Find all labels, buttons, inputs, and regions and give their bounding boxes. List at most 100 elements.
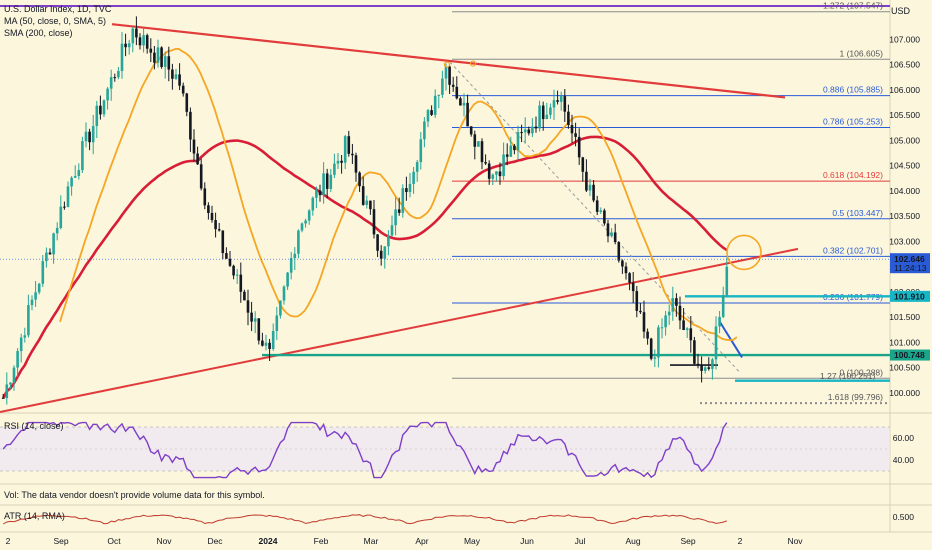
candle-body — [379, 250, 383, 259]
candle-body — [340, 160, 343, 163]
fib-level-label: 0.5 (103.447) — [832, 208, 883, 218]
candle-body — [5, 384, 9, 399]
x-tick-label: Oct — [107, 536, 121, 546]
candle-body — [138, 37, 142, 46]
candle-body — [592, 184, 595, 201]
y-tick-label: 103.500 — [889, 211, 920, 221]
candle-body — [354, 155, 358, 173]
candle-body — [19, 337, 23, 352]
candle-body — [246, 300, 250, 313]
legend-volume-note: Vol: The data vendor doesn't provide vol… — [4, 490, 265, 500]
candle-body — [12, 367, 16, 383]
candle-body — [696, 363, 700, 365]
candle-body — [117, 70, 120, 78]
candle-body — [693, 340, 696, 364]
candle-body — [329, 174, 333, 189]
candle-body — [621, 260, 624, 267]
candle-body — [667, 311, 671, 316]
pivot-marker — [443, 61, 451, 68]
candle-body — [48, 252, 52, 255]
candle-body — [397, 209, 401, 213]
legend-sma200: SMA (200, close) — [4, 28, 73, 38]
fib-level-label: 0.618 (104.192) — [823, 170, 883, 180]
candle-body — [613, 232, 617, 243]
candle-body — [387, 235, 390, 247]
candle-body — [145, 35, 149, 49]
candle-body — [588, 184, 592, 191]
currency-label: USD — [890, 6, 910, 16]
candle-body — [210, 212, 214, 221]
x-tick-label: 2 — [738, 536, 743, 546]
candle-body — [228, 258, 232, 266]
candle-body — [207, 205, 210, 213]
candle-body — [718, 316, 721, 327]
y-tick-label: 100.000 — [889, 388, 920, 398]
price-label-text: 101.910 — [894, 291, 925, 301]
y-tick-label: 106.500 — [889, 60, 920, 70]
candle-body — [282, 286, 286, 301]
candle-body — [156, 47, 160, 63]
candle-body — [505, 154, 509, 157]
candle-body — [297, 230, 300, 254]
price-label-box — [890, 349, 930, 361]
candle-body — [563, 96, 567, 112]
candle-body — [318, 190, 322, 196]
candle-body — [307, 210, 311, 221]
price-label-text: 102.646 — [894, 254, 925, 264]
candle-body — [142, 35, 145, 46]
x-tick-label: Aug — [625, 536, 640, 546]
y-tick-label: 106.000 — [889, 85, 920, 95]
fib-level-label: 0.786 (105.253) — [823, 117, 883, 127]
candle-body — [703, 367, 707, 371]
candle-body — [415, 162, 419, 172]
candle-body — [660, 327, 664, 329]
y-tick-label: 107.000 — [889, 34, 920, 44]
candle-body — [304, 220, 307, 224]
candle-body — [635, 291, 639, 311]
x-tick-label: Sep — [53, 536, 68, 546]
candle-body — [279, 300, 282, 316]
candle-body — [646, 331, 649, 339]
candle-body — [232, 265, 235, 276]
candle-body — [498, 171, 502, 177]
candle-body — [437, 94, 441, 96]
candle-body — [30, 299, 34, 306]
candle-body — [271, 330, 275, 349]
candle-body — [124, 43, 127, 48]
candle-body — [466, 102, 469, 127]
candle-body — [185, 93, 189, 112]
candle-body — [106, 88, 109, 101]
candle-body — [617, 242, 621, 261]
candle-body — [567, 111, 570, 126]
candle-body — [477, 141, 480, 147]
candle-body — [153, 52, 156, 63]
candle-body — [549, 107, 552, 115]
candle-body — [538, 105, 541, 129]
candle-body — [653, 357, 657, 359]
candle-body — [523, 129, 527, 133]
y-tick-label: 101.000 — [889, 337, 920, 347]
fib-level-label: 0 (100.288) — [840, 367, 884, 377]
candle-body — [199, 164, 203, 189]
candle-body — [487, 163, 491, 179]
y-tick-label: 105.500 — [889, 110, 920, 120]
candle-body — [520, 132, 523, 134]
candle-body — [333, 163, 336, 175]
candle-body — [268, 342, 271, 349]
rsi-line — [2, 421, 728, 479]
candle-body — [23, 335, 27, 338]
x-tick-label: Mar — [364, 536, 379, 546]
candle-body — [91, 126, 95, 143]
highlight-circle — [726, 234, 762, 271]
candle-body — [448, 66, 451, 85]
candle-body — [225, 253, 228, 259]
candle-body — [63, 206, 66, 208]
trendline-lower — [0, 247, 799, 413]
candle-body — [109, 77, 113, 89]
candle-body — [289, 258, 293, 273]
candle-body — [541, 105, 545, 120]
candle-body — [264, 342, 268, 346]
candle-body — [88, 131, 91, 143]
legend-rsi: RSI (14, close) — [4, 421, 64, 431]
